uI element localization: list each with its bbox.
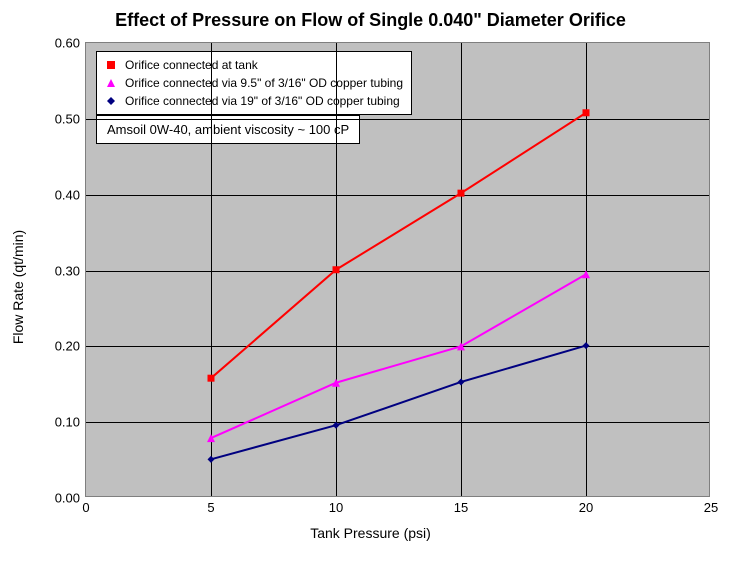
legend-marker-icon (103, 58, 119, 72)
y-axis-label: Flow Rate (qt/min) (8, 0, 28, 574)
gridline-v (211, 43, 212, 496)
y-tick-label: 0.30 (55, 263, 80, 278)
y-tick-label: 0.40 (55, 187, 80, 202)
legend-label: Orifice connected at tank (125, 58, 258, 72)
series-line-0 (211, 113, 586, 378)
y-tick-label: 0.60 (55, 36, 80, 51)
gridline-h (86, 346, 709, 347)
x-tick-label: 10 (329, 500, 343, 515)
legend-item: Orifice connected via 19" of 3/16" OD co… (103, 92, 403, 110)
legend-item: Orifice connected at tank (103, 56, 403, 74)
x-tick-label: 20 (579, 500, 593, 515)
y-tick-label: 0.50 (55, 111, 80, 126)
gridline-v (586, 43, 587, 496)
gridline-h (86, 422, 709, 423)
chart-container: Effect of Pressure on Flow of Single 0.0… (0, 0, 741, 574)
x-tick-label: 5 (207, 500, 214, 515)
x-tick-label: 15 (454, 500, 468, 515)
gridline-h (86, 195, 709, 196)
x-tick-label: 25 (704, 500, 718, 515)
legend-marker-icon (103, 76, 119, 90)
gridline-v (461, 43, 462, 496)
gridline-h (86, 271, 709, 272)
x-axis-label: Tank Pressure (psi) (0, 525, 741, 541)
gridline-h (86, 119, 709, 120)
legend-label: Orifice connected via 9.5" of 3/16" OD c… (125, 76, 403, 90)
gridline-v (336, 43, 337, 496)
y-tick-label: 0.00 (55, 491, 80, 506)
x-tick-label: 0 (82, 500, 89, 515)
chart-title: Effect of Pressure on Flow of Single 0.0… (0, 10, 741, 31)
legend-item: Orifice connected via 9.5" of 3/16" OD c… (103, 74, 403, 92)
series-line-1 (211, 274, 586, 438)
legend-label: Orifice connected via 19" of 3/16" OD co… (125, 94, 400, 108)
plot-area: Orifice connected at tank Orifice connect… (85, 42, 710, 497)
legend: Orifice connected at tank Orifice connect… (96, 51, 412, 115)
series-line-2 (211, 346, 586, 460)
legend-marker-icon (103, 94, 119, 108)
y-tick-label: 0.10 (55, 415, 80, 430)
y-tick-label: 0.20 (55, 339, 80, 354)
